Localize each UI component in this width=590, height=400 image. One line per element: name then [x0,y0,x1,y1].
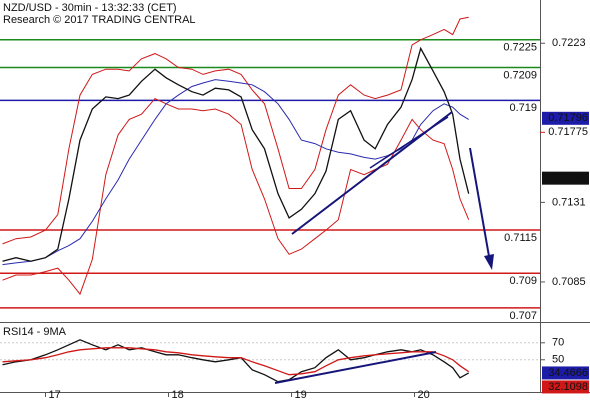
y-tick-label: 0.7085 [552,276,586,288]
series-line [2,347,470,376]
price-marker-box [542,111,589,125]
y-tick-label: 0.7223 [552,37,586,49]
x-tick-label: 17 [49,389,61,400]
series-line [2,97,470,296]
price-marker-label: 0.7145 [554,172,588,184]
level-label: 0.719 [509,102,537,114]
price-marker-label: 0.71775 [548,126,588,138]
price-marker-label: 32.1098 [548,381,588,393]
x-tick-label: 20 [418,389,430,400]
x-tick-label: 18 [172,389,184,400]
annotations [274,111,494,384]
series-line [2,16,469,245]
price-marker-label: 0.71796 [548,112,588,124]
level-label: 0.709 [509,275,537,287]
level-label: 0.7225 [503,42,537,54]
forecast-arrow [469,147,491,263]
plot-layer: 17 18 19 20 0.7223 0.7131 0.7085 0.7225 0.7209 0.… [0,16,589,400]
price-marker-label: 34.4666 [548,367,588,379]
chart-subtitle: Research © 2017 TRADING CENTRAL [3,14,196,26]
rsi-title: RSI14 - 9MA [3,326,67,338]
y-tick-label: 70 [552,337,564,349]
price-marker-box [542,171,589,185]
series-line [2,339,470,383]
y-tick-label: 0.7131 [552,196,586,208]
rsi-trend-line [274,351,437,384]
arrow-head [484,254,494,270]
price-marker-box [542,366,589,380]
series-line [2,46,470,262]
trend-line [369,116,449,169]
level-label: 0.7209 [503,69,537,81]
price-marker-box [542,380,589,394]
x-tick-label: 19 [295,389,307,400]
chart-title: NZD/USD - 30min - 13:32:33 (CET) [3,2,177,14]
level-label: 0.707 [509,310,537,322]
y-tick-label: 50 [552,354,564,366]
level-label: 0.7115 [504,232,537,244]
